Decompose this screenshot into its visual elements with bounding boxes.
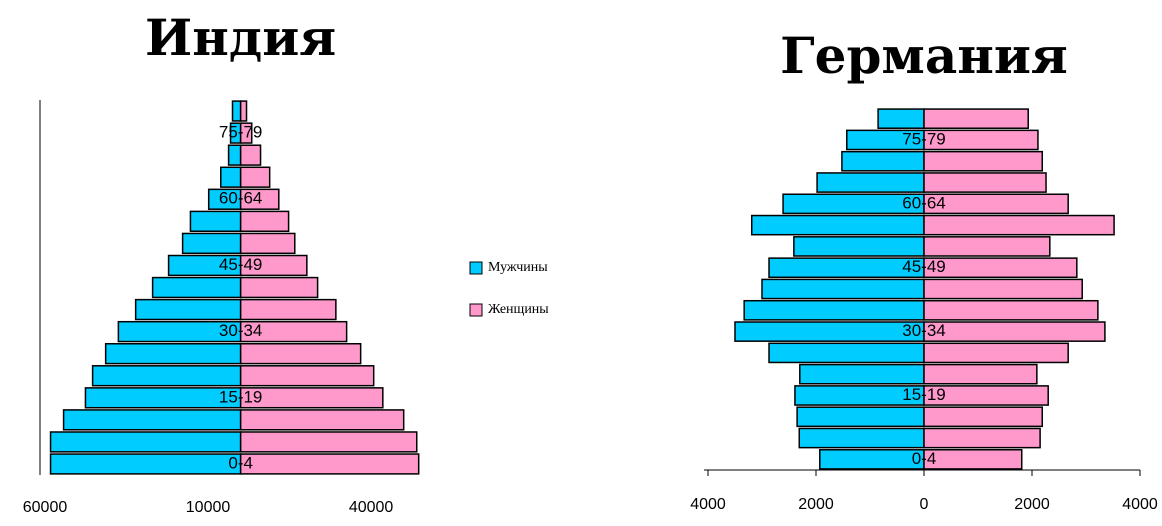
category-label: 45-49 <box>219 255 262 274</box>
x-tick-label: 40000 <box>349 499 394 516</box>
bar <box>798 427 925 449</box>
x-tick-label: 0 <box>920 496 929 513</box>
bar <box>239 320 348 343</box>
category-label: 30-34 <box>902 321 945 340</box>
bar <box>49 431 242 453</box>
bar <box>181 232 242 255</box>
legend-swatch <box>469 261 483 275</box>
bar <box>189 210 242 233</box>
bar <box>768 342 925 364</box>
legend-label: Мужчины <box>488 260 548 275</box>
category-label: 30-34 <box>219 321 262 340</box>
legend-label: Женщины <box>488 302 549 317</box>
bar <box>923 278 1083 300</box>
bar <box>227 144 242 166</box>
category-label: 60-64 <box>902 193 945 212</box>
bar <box>239 431 418 453</box>
bar <box>923 406 1044 428</box>
bar <box>841 150 925 172</box>
bar <box>62 409 242 431</box>
bar <box>239 254 308 277</box>
bar <box>768 257 925 279</box>
bar <box>923 321 1106 342</box>
bar <box>134 298 242 321</box>
category-label: 0-4 <box>912 449 937 468</box>
bar <box>239 365 375 387</box>
bar <box>796 406 925 428</box>
x-tick-label: 4000 <box>690 496 726 513</box>
bar <box>239 343 362 365</box>
x-tick-label: 2000 <box>798 496 834 513</box>
bar <box>84 387 242 409</box>
bar <box>49 453 242 475</box>
bar <box>239 232 296 255</box>
bar <box>239 453 420 475</box>
bar <box>239 122 253 144</box>
bar <box>923 129 1039 151</box>
category-label: 75-79 <box>219 123 262 142</box>
bar <box>239 210 290 233</box>
bar <box>239 166 271 188</box>
bar <box>239 298 337 321</box>
bar <box>923 427 1041 449</box>
bar <box>923 150 1044 172</box>
bar <box>239 276 319 299</box>
category-label: 60-64 <box>219 189 262 208</box>
bar <box>923 193 1069 215</box>
bar <box>239 100 248 122</box>
bar <box>819 449 925 470</box>
bar <box>743 299 925 321</box>
bar <box>104 343 242 365</box>
bar <box>877 108 925 129</box>
bar <box>750 214 925 236</box>
x-tick-label: 2000 <box>1014 496 1050 513</box>
bar <box>923 363 1038 385</box>
bar <box>151 276 242 299</box>
bar <box>220 166 242 188</box>
bar <box>816 172 925 193</box>
category-label: 15-19 <box>219 387 262 406</box>
bar <box>923 214 1115 236</box>
chart-title: Германия <box>780 26 1068 85</box>
bar <box>239 144 262 166</box>
bar <box>923 449 1023 470</box>
bar <box>239 387 384 409</box>
bar <box>923 299 1099 321</box>
category-label: 45-49 <box>902 257 945 276</box>
bar <box>91 365 242 387</box>
bar <box>923 342 1069 364</box>
chart-title: Индия <box>145 8 336 67</box>
x-tick-label: 60000 <box>23 499 68 516</box>
legend-swatch <box>469 303 483 317</box>
category-label: 75-79 <box>902 129 945 148</box>
bar <box>793 236 925 257</box>
category-label: 15-19 <box>902 385 945 404</box>
bar <box>923 236 1051 257</box>
bar <box>799 363 925 385</box>
bar <box>734 321 925 342</box>
bar <box>761 278 925 300</box>
bar <box>923 108 1029 129</box>
bar <box>231 100 242 122</box>
bar <box>923 385 1049 406</box>
bar <box>239 409 405 431</box>
category-label: 0-4 <box>228 453 253 472</box>
x-tick-label: 4000 <box>1122 496 1158 513</box>
bar <box>923 172 1047 193</box>
bar <box>239 188 280 210</box>
bar <box>923 257 1078 279</box>
x-tick-label: 10000 <box>186 499 231 516</box>
